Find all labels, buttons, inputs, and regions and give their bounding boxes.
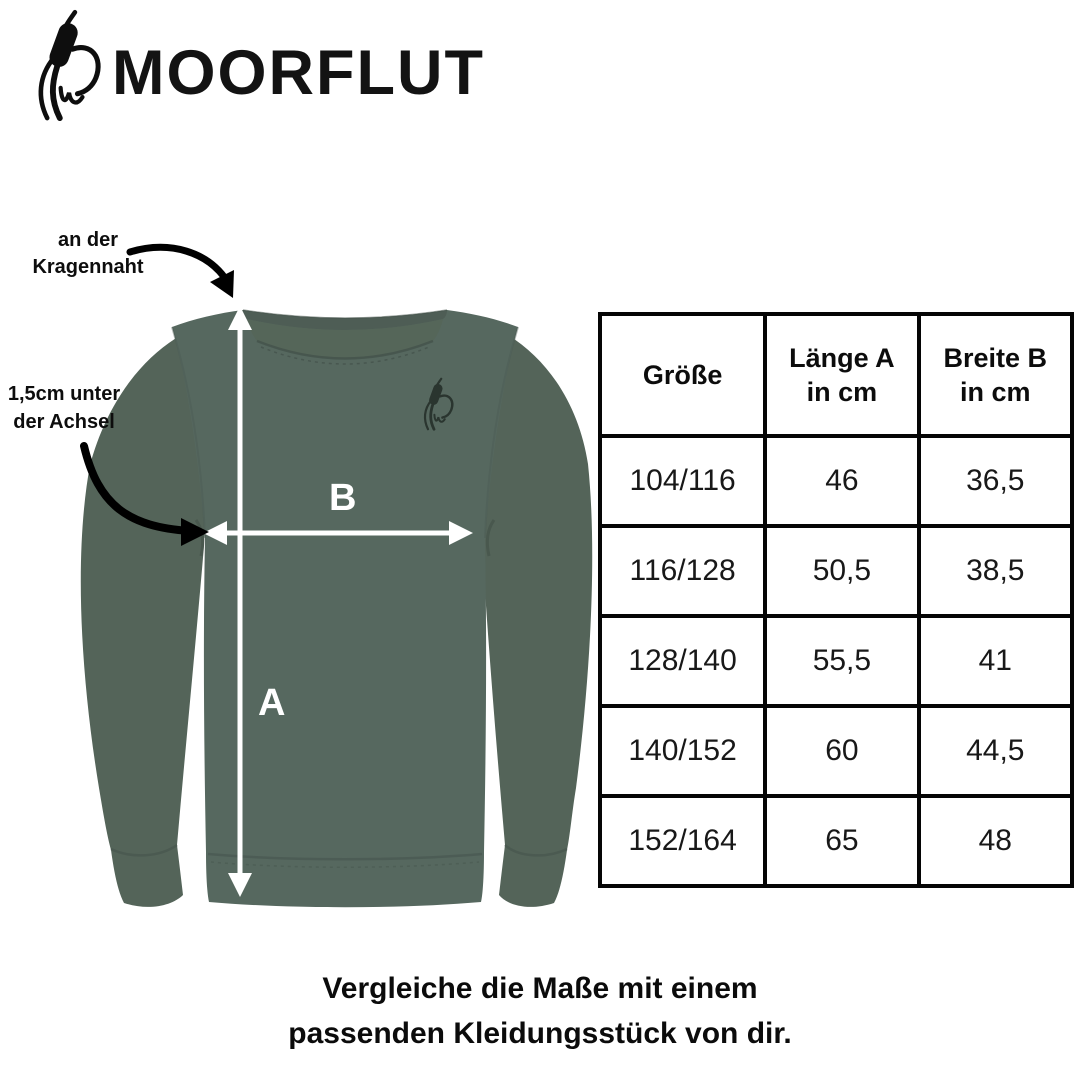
table-cell-width: 48: [916, 794, 1075, 888]
table-cell-width: 41: [916, 614, 1075, 708]
width-arrow: [203, 521, 473, 545]
table-cell-length: 60: [763, 704, 921, 798]
armpit-annotation-line1: 1,5cm unter: [7, 383, 121, 405]
collar-pointer-arrow-icon: [126, 243, 234, 298]
table-cell-width: 44,5: [916, 704, 1075, 798]
brand-header: MOORFLUT: [22, 8, 485, 124]
collar-annotation-line1: an der: [57, 229, 119, 251]
table-header-row: Größe Länge A in cm Breite B in cm: [597, 312, 1075, 438]
table-cell-size: 116/128: [597, 524, 768, 618]
length-label: A: [258, 682, 286, 724]
sweatshirt-left-sleeve: [80, 316, 232, 907]
table-row: 152/164 65 48: [597, 794, 1075, 888]
table-header-laenge: Länge A in cm: [763, 312, 921, 438]
table-row: 104/116 46 36,5: [597, 434, 1075, 528]
collar-annotation: an der Kragennaht: [8, 227, 168, 281]
brand-name: MOORFLUT: [112, 38, 485, 108]
table-cell-length: 50,5: [763, 524, 921, 618]
footer-note: Vergleiche die Maße mit einem passenden …: [0, 966, 1080, 1056]
table-row: 128/140 55,5 41: [597, 614, 1075, 708]
cattail-icon: [38, 9, 101, 122]
width-label: B: [329, 477, 357, 519]
armpit-annotation: 1,5cm unter der Achsel: [0, 380, 128, 436]
table-cell-length: 55,5: [763, 614, 921, 708]
table-header-groesse: Größe: [597, 312, 768, 438]
table-cell-length: 65: [763, 794, 921, 888]
armpit-annotation-line2: der Achsel: [13, 411, 115, 433]
chest-cattail-icon: [423, 377, 454, 431]
table-row: 140/152 60 44,5: [597, 704, 1075, 798]
footer-note-line1: Vergleiche die Maße mit einem: [322, 972, 758, 1005]
table-cell-size: 104/116: [597, 434, 768, 528]
table-cell-width: 36,5: [916, 434, 1075, 528]
table-row: 116/128 50,5 38,5: [597, 524, 1075, 618]
table-cell-size: 152/164: [597, 794, 768, 888]
armpit-pointer-arrow-icon: [80, 442, 209, 546]
footer-note-line2: passenden Kleidungsstück von dir.: [288, 1017, 792, 1050]
size-table: Größe Länge A in cm Breite B in cm 104/1…: [597, 312, 1075, 888]
table-header-breite: Breite B in cm: [916, 312, 1075, 438]
length-arrow: [228, 306, 252, 897]
sweatshirt-body: [171, 310, 519, 908]
table-cell-width: 38,5: [916, 524, 1075, 618]
table-cell-size: 128/140: [597, 614, 768, 708]
table-cell-length: 46: [763, 434, 921, 528]
sweatshirt-collar: [242, 309, 448, 365]
collar-annotation-line2: Kragennaht: [32, 256, 144, 278]
table-cell-size: 140/152: [597, 704, 768, 798]
